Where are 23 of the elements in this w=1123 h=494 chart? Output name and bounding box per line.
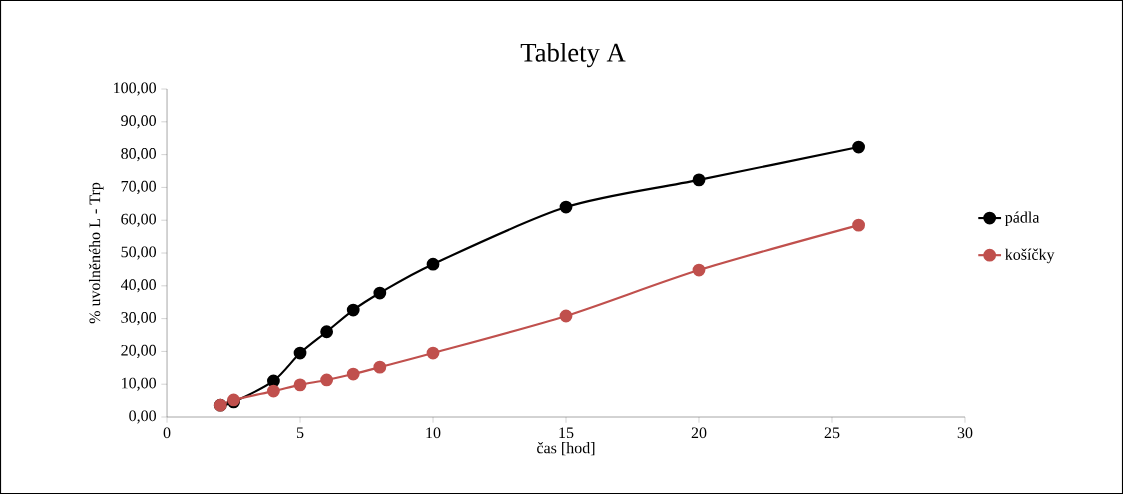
y-tick-label: 30,00 xyxy=(121,312,157,326)
legend-label: pádla xyxy=(1005,211,1040,227)
y-tick-label: 0,00 xyxy=(129,410,157,424)
chart-title: Tablety A xyxy=(520,42,626,68)
x-tick-label: 15 xyxy=(559,427,574,439)
y-tick-label: 40,00 xyxy=(120,279,157,293)
x-tick-label: 25 xyxy=(824,427,840,439)
x-tick-label: 5 xyxy=(296,427,304,439)
x-tick-label: 20 xyxy=(691,427,707,439)
legend-label: košíčky xyxy=(1005,248,1055,264)
x-tick-label: 10 xyxy=(426,427,441,439)
y-tick-label: 90,00 xyxy=(121,115,157,129)
x-tick-label: 0 xyxy=(163,427,171,439)
y-tick-label: 10,00 xyxy=(122,377,157,391)
y-tick-label: 50,00 xyxy=(121,246,157,260)
x-tick-label: 30 xyxy=(957,427,973,439)
y-tick-label: 60,00 xyxy=(121,213,157,227)
y-tick-label: 100,00 xyxy=(114,82,157,96)
x-axis-title: čas [hod] xyxy=(537,442,595,456)
y-axis-title: % uvolněného L - Trp xyxy=(88,182,104,324)
y-tick-label: 70,00 xyxy=(121,180,157,194)
y-tick-label: 20,00 xyxy=(121,344,157,358)
y-tick-label: 80,00 xyxy=(121,148,157,162)
